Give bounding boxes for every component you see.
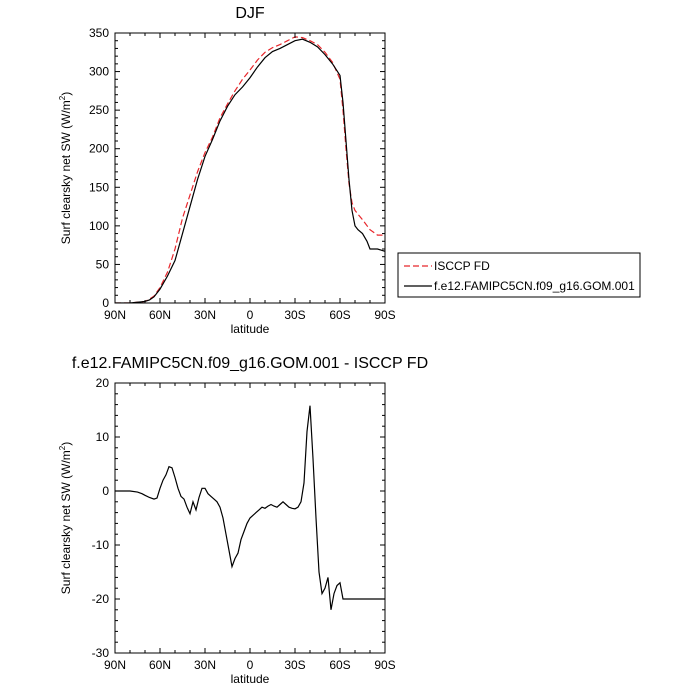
legend-box	[397, 252, 641, 298]
x-tick-label: 90S	[374, 658, 395, 672]
x-tick-label: 0	[247, 308, 254, 322]
y-tick-label: 50	[96, 257, 110, 271]
y-axis-title-close: )	[59, 442, 73, 446]
legend: ISCCP FD f.e12.FAMIPC5CN.f09_g16.GOM.001	[397, 252, 641, 298]
legend-label: ISCCP FD	[434, 259, 490, 273]
y-tick-label: 100	[89, 219, 109, 233]
y-axis-title-close: )	[59, 92, 73, 96]
y-tick-label: 300	[89, 65, 109, 79]
y-tick-label: -30	[92, 646, 110, 660]
y-tick-label: -10	[92, 538, 110, 552]
plot-frame	[114, 32, 386, 304]
x-axis-title: latitude	[231, 322, 270, 336]
x-tick-label: 90N	[104, 308, 126, 322]
plot-title: f.e12.FAMIPC5CN.f09_g16.GOM.001 - ISCCP …	[72, 355, 428, 372]
y-tick-label: 150	[89, 180, 109, 194]
y-tick-label: 0	[102, 296, 109, 310]
y-tick-label: 250	[89, 103, 109, 117]
y-axis-title: Surf clearsky net SW (W/m2)	[58, 92, 73, 244]
y-axis-title-main: Surf clearsky net SW (W/m	[59, 100, 73, 244]
y-axis-title-sup: 2	[58, 445, 67, 450]
y-tick-label: -20	[92, 592, 110, 606]
series-line-0-1	[115, 38, 385, 303]
x-tick-label: 30S	[284, 308, 305, 322]
x-tick-label: 0	[247, 658, 254, 672]
x-tick-label: 30S	[284, 658, 305, 672]
legend-label: f.e12.FAMIPC5CN.f09_g16.GOM.001	[434, 279, 635, 293]
y-tick-label: 0	[102, 484, 109, 498]
y-axis-title-sup: 2	[58, 95, 67, 100]
y-tick-label: 20	[96, 376, 110, 390]
x-tick-label: 60N	[149, 308, 171, 322]
y-tick-label: 200	[89, 142, 109, 156]
series-line-1-0	[115, 405, 385, 610]
x-tick-label: 60S	[329, 658, 350, 672]
y-tick-label: 10	[96, 430, 110, 444]
x-tick-label: 90S	[374, 308, 395, 322]
y-axis-title: Surf clearsky net SW (W/m2)	[58, 442, 73, 594]
x-axis-title: latitude	[231, 672, 270, 686]
plot-title: DJF	[235, 5, 265, 22]
x-tick-label: 30N	[194, 658, 216, 672]
x-tick-label: 60S	[329, 308, 350, 322]
y-axis-title-main: Surf clearsky net SW (W/m	[59, 450, 73, 594]
y-tick-label: 350	[89, 26, 109, 40]
plot-bottom: 90N 60N 30N 0 30S 60S 90S -30 -20 -10 0 10 20 f.e12.F…	[58, 355, 428, 686]
x-tick-label: 30N	[194, 308, 216, 322]
x-tick-label: 60N	[149, 658, 171, 672]
x-tick-label: 90N	[104, 658, 126, 672]
plot-top: 90N 60N 30N 0 30S 60S 90S 0 50 100 150 200 250 300 350…	[58, 5, 396, 336]
